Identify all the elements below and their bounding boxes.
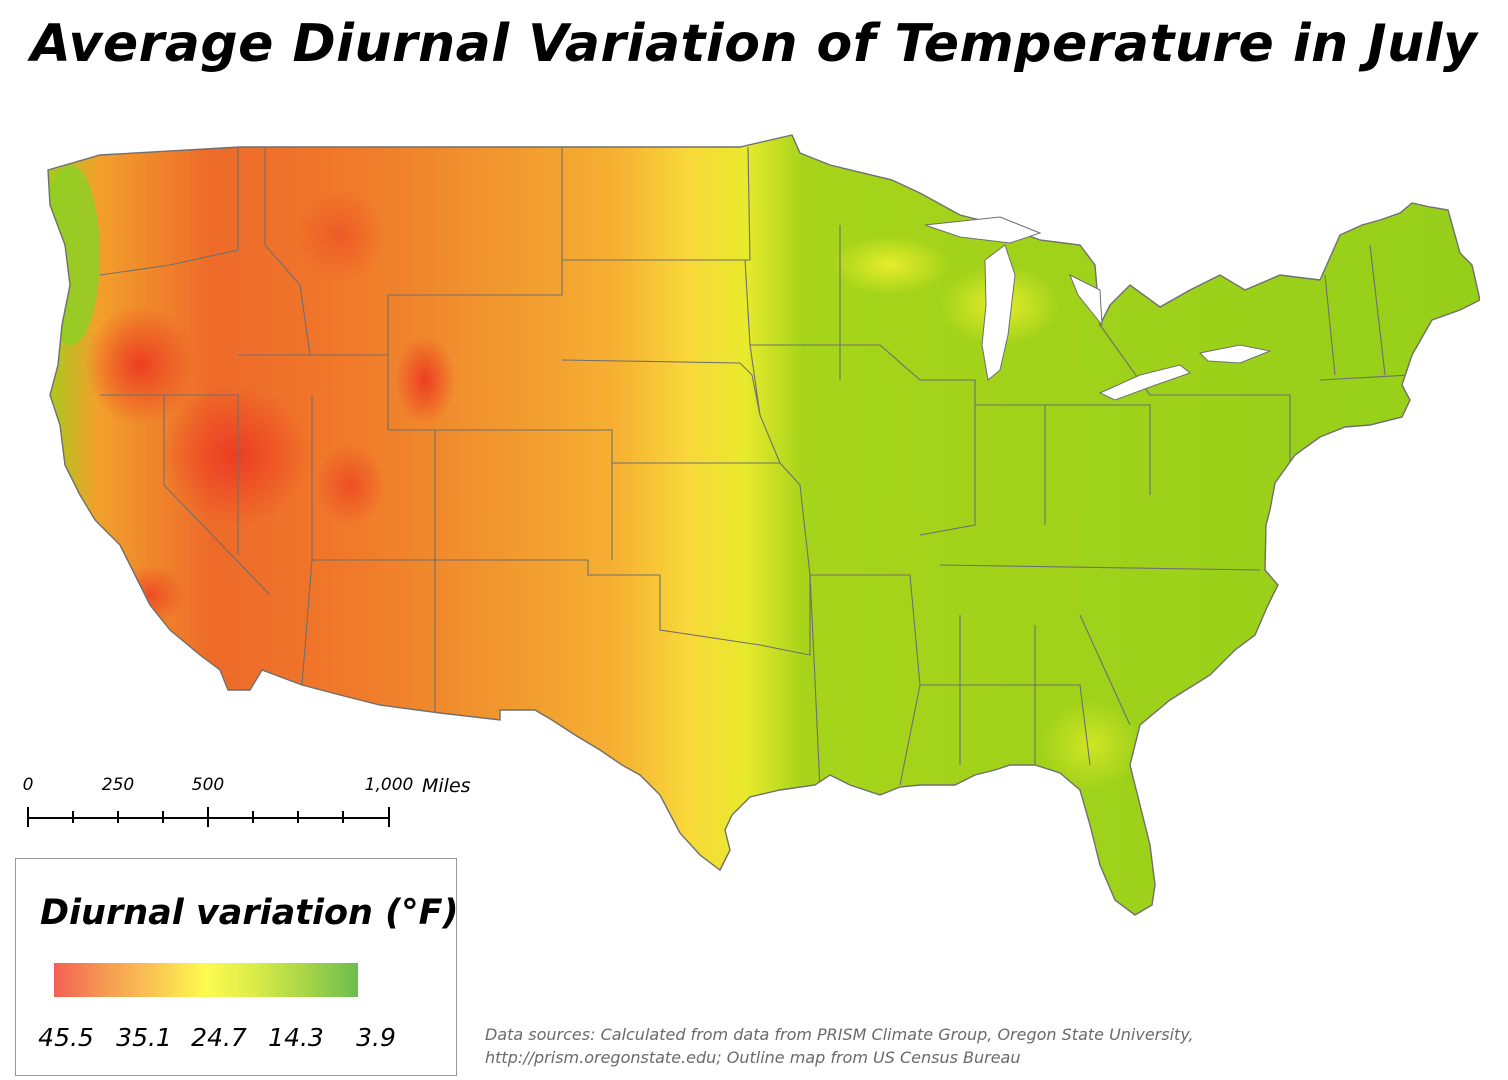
source-line-2: http://prism.oregonstate.edu; Outline ma… [485, 1048, 1021, 1067]
scale-tick [342, 811, 344, 823]
us-diurnal-map [47, 134, 1480, 916]
scale-tick [297, 811, 299, 823]
scale-tick [27, 807, 29, 827]
scale-tick [207, 807, 209, 827]
scale-label-0: 0 [22, 775, 34, 795]
scale-tick [388, 807, 390, 827]
legend-value: 14.3 [268, 1023, 324, 1052]
legend-box: Diurnal variation (°F) 45.5 35.1 24.7 14… [15, 858, 459, 1076]
state-borders [99, 146, 1411, 791]
scale-tick [252, 811, 254, 823]
scale-tick [117, 811, 119, 823]
scale-label-500: 500 [191, 775, 225, 795]
map-title: Average Diurnal Variation of Temperature… [30, 14, 1478, 74]
great-lakes [924, 216, 1272, 401]
legend-color-ramp [54, 963, 358, 997]
legend-title: Diurnal variation (°F) [40, 893, 459, 933]
legend-value-max: 45.5 [38, 1023, 94, 1052]
scale-line [28, 817, 390, 819]
legend-value-min: 3.9 [356, 1023, 396, 1052]
source-line-1: Data sources: Calculated from data from … [485, 1025, 1194, 1044]
scale-unit: Miles [422, 775, 471, 797]
scale-tick [72, 811, 74, 823]
scale-label-1000: 1,000 [364, 775, 414, 795]
scale-bar: 0 250 500 1,000 Miles [20, 775, 500, 835]
data-source-note: Data sources: Calculated from data from … [485, 1023, 1265, 1069]
legend-value: 35.1 [116, 1023, 172, 1052]
scale-tick [162, 811, 164, 823]
legend-value-mid: 24.7 [191, 1023, 247, 1052]
scale-label-250: 250 [101, 775, 135, 795]
